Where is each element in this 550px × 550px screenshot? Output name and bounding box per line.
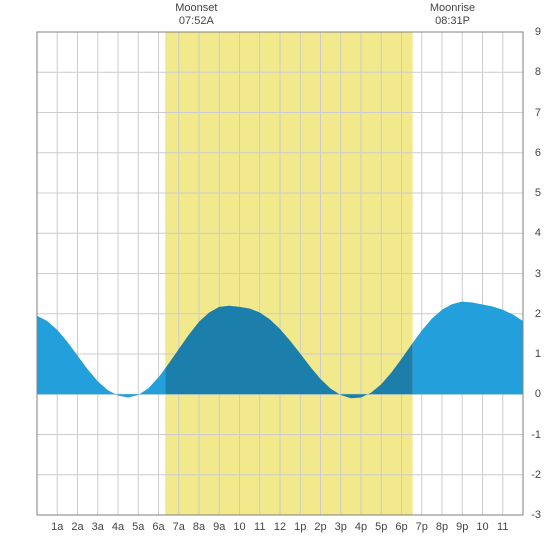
tide-chart: Moonset 07:52A Moonrise 08:31P 1a2a3a4a5… xyxy=(0,0,550,550)
y-axis-labels: -3 -2 -1 0 1 2 3 4 5 6 7 8 9 xyxy=(0,0,541,550)
y-tick-label: -3 xyxy=(531,509,541,521)
y-tick-label: 7 xyxy=(535,107,541,119)
y-tick-label: 1 xyxy=(535,348,541,360)
y-tick-label: -1 xyxy=(531,429,541,441)
y-tick-label: 2 xyxy=(535,308,541,320)
y-tick-label: 6 xyxy=(535,147,541,159)
y-tick-label: 0 xyxy=(535,388,541,400)
y-tick-label: 4 xyxy=(535,227,541,239)
y-tick-label: -2 xyxy=(531,469,541,481)
y-tick-label: 3 xyxy=(535,268,541,280)
y-tick-label: 5 xyxy=(535,187,541,199)
y-tick-label: 9 xyxy=(535,26,541,38)
y-tick-label: 8 xyxy=(535,66,541,78)
